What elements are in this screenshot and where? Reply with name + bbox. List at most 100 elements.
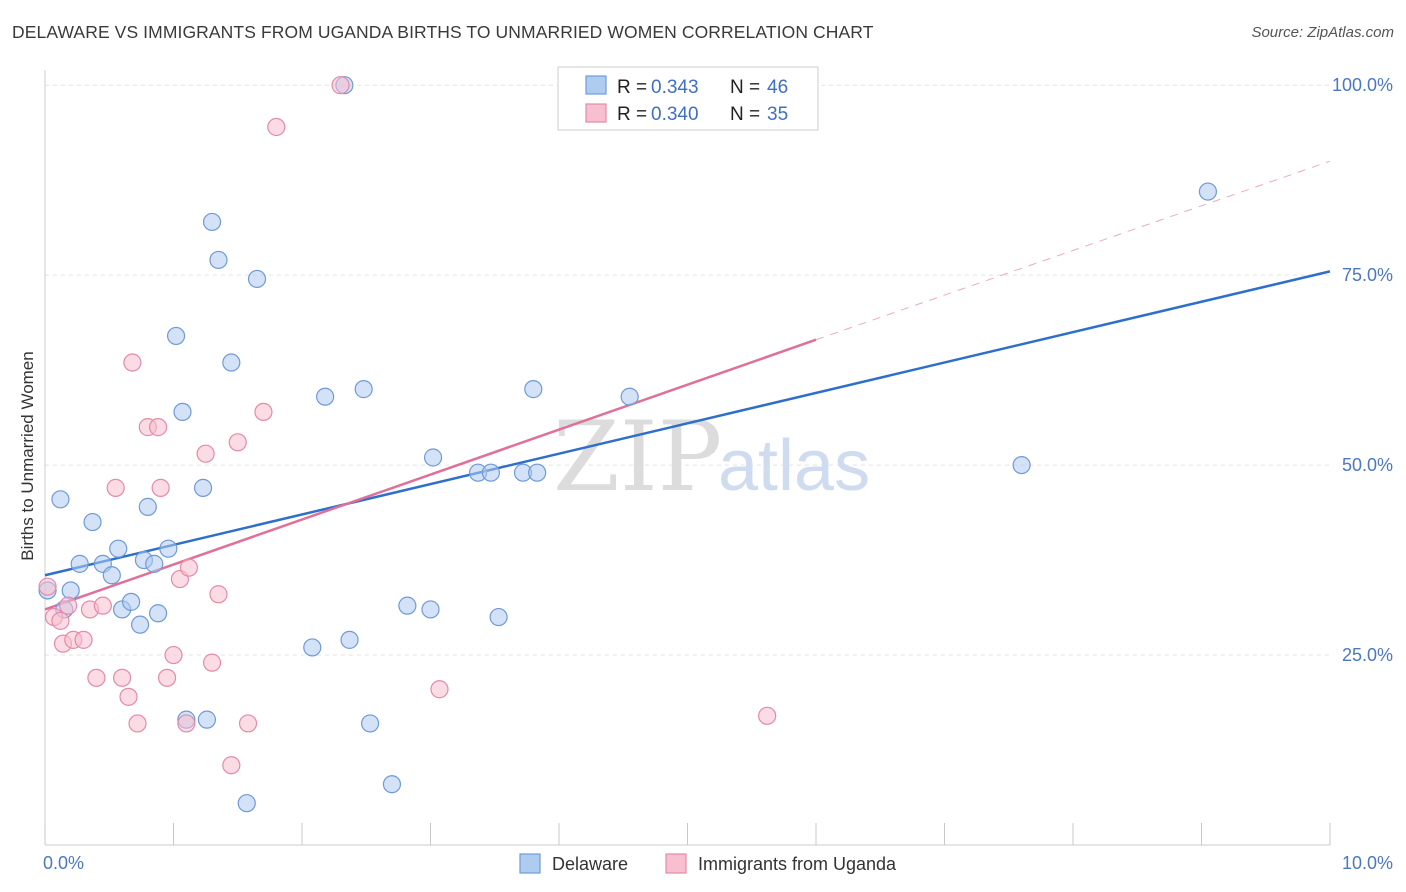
delaware-point-42 <box>620 387 639 406</box>
delaware-point-6 <box>102 566 121 585</box>
source-credit: Source: ZipAtlas.com <box>1251 24 1394 41</box>
legend-swatch-delaware <box>585 75 607 95</box>
delaware-point-23 <box>222 353 241 372</box>
y-tick-label-0: 25.0% <box>1342 645 1393 665</box>
delaware-point-31 <box>361 714 380 733</box>
bottom-legend-swatch-uganda <box>665 853 687 874</box>
uganda-point-18 <box>157 668 177 687</box>
uganda-point-24 <box>202 653 222 672</box>
uganda-point-0 <box>38 577 57 596</box>
legend-r-value-delaware: 0.343 <box>651 77 699 98</box>
delaware-point-19 <box>193 478 213 497</box>
delaware-point-22 <box>209 250 228 270</box>
delaware-point-45 <box>51 490 70 509</box>
bottom-legend-label-uganda: Immigrants from Uganda <box>698 854 897 874</box>
delaware-point-43 <box>1012 455 1031 475</box>
y-axis-label: Births to Unmarried Women <box>18 351 37 560</box>
uganda-point-29 <box>254 402 273 422</box>
delaware-point-24 <box>237 794 256 813</box>
uganda-point-32 <box>430 680 449 699</box>
delaware-point-26 <box>303 638 322 657</box>
uganda-point-11 <box>112 668 132 687</box>
delaware-point-10 <box>130 615 150 634</box>
delaware-point-32 <box>382 775 402 794</box>
uganda-point-8 <box>87 668 106 687</box>
delaware-point-14 <box>148 604 168 623</box>
data-points <box>38 76 1218 813</box>
delaware-point-29 <box>340 630 359 649</box>
bottom-legend-label-delaware: Delaware <box>552 854 628 874</box>
y-tick-label-3: 100.0% <box>1332 75 1393 95</box>
delaware-point-9 <box>121 592 141 611</box>
legend-n-label-uganda: N = <box>730 104 760 125</box>
watermark: ZIP atlas <box>553 401 870 513</box>
watermark-atlas: atlas <box>718 426 870 506</box>
uganda-point-27 <box>228 433 247 452</box>
uganda-point-14 <box>128 714 147 733</box>
legend-box: R = 0.343 N = 46 R = 0.340 N = 35 <box>557 66 819 131</box>
uganda-point-9 <box>93 596 112 615</box>
uganda-point-25 <box>209 585 228 604</box>
uganda-point-26 <box>222 756 241 775</box>
delaware-point-13 <box>145 554 164 573</box>
delaware-point-15 <box>159 539 178 558</box>
uganda-point-21 <box>177 714 196 733</box>
uganda-point-17 <box>151 478 170 497</box>
delaware-point-33 <box>398 596 417 615</box>
delaware-point-3 <box>70 554 89 573</box>
uganda-point-22 <box>179 558 199 577</box>
delaware-point-44 <box>1198 182 1218 201</box>
delaware-point-40 <box>524 380 543 399</box>
legend-r-label-delaware: R = <box>617 77 647 98</box>
chart-title: DELAWARE VS IMMIGRANTS FROM UGANDA BIRTH… <box>12 22 874 42</box>
grid-lines <box>45 84 1330 656</box>
bottom-legend: Delaware Immigrants from Uganda <box>519 853 897 874</box>
uganda-point-16 <box>148 418 168 437</box>
delaware-point-7 <box>109 539 128 558</box>
x-tick-label-1: 10.0% <box>1342 853 1393 873</box>
legend-n-value-delaware: 46 <box>767 77 788 98</box>
uganda-point-13 <box>123 353 142 372</box>
y-tick-label-2: 75.0% <box>1342 265 1393 285</box>
watermark-zip: ZIP <box>553 401 722 513</box>
legend-r-label-uganda: R = <box>617 104 647 125</box>
legend-r-value-uganda: 0.340 <box>651 104 699 125</box>
bottom-legend-swatch-delaware <box>519 853 541 874</box>
trend-lines <box>44 160 1331 611</box>
delaware-point-16 <box>166 326 186 346</box>
delaware-point-27 <box>316 387 335 406</box>
y-tick-labels: 25.0% 50.0% 75.0% 100.0% <box>1332 75 1393 665</box>
delaware-point-34 <box>421 600 440 619</box>
delaware-point-21 <box>202 212 222 232</box>
uganda-point-34 <box>758 706 777 725</box>
delaware-point-37 <box>481 463 500 482</box>
delaware-point-30 <box>354 380 373 399</box>
axes <box>44 70 1331 846</box>
legend-swatch-uganda <box>585 103 607 123</box>
trend-line-0 <box>44 270 1331 577</box>
uganda-point-28 <box>238 714 258 733</box>
uganda-point-23 <box>196 444 215 463</box>
delaware-point-20 <box>197 710 217 729</box>
x-tick-labels: 0.0% 10.0% <box>43 853 1393 873</box>
trend-line-1 <box>44 338 817 611</box>
legend-n-label-delaware: N = <box>730 77 760 98</box>
uganda-point-4 <box>59 596 78 615</box>
uganda-point-10 <box>106 478 125 497</box>
delaware-point-38 <box>489 607 508 627</box>
delaware-point-2 <box>61 581 80 600</box>
uganda-point-19 <box>164 645 183 665</box>
delaware-point-4 <box>83 512 102 532</box>
legend-n-value-uganda: 35 <box>767 104 788 125</box>
y-tick-label-1: 50.0% <box>1342 455 1393 475</box>
uganda-point-12 <box>119 687 138 706</box>
trend-line-2 <box>815 160 1331 341</box>
delaware-point-12 <box>138 497 157 516</box>
uganda-point-31 <box>331 76 350 95</box>
x-tick-label-0: 0.0% <box>43 853 84 873</box>
delaware-point-41 <box>528 463 547 482</box>
delaware-point-25 <box>247 269 267 289</box>
uganda-point-30 <box>267 117 286 137</box>
delaware-point-17 <box>173 402 192 422</box>
